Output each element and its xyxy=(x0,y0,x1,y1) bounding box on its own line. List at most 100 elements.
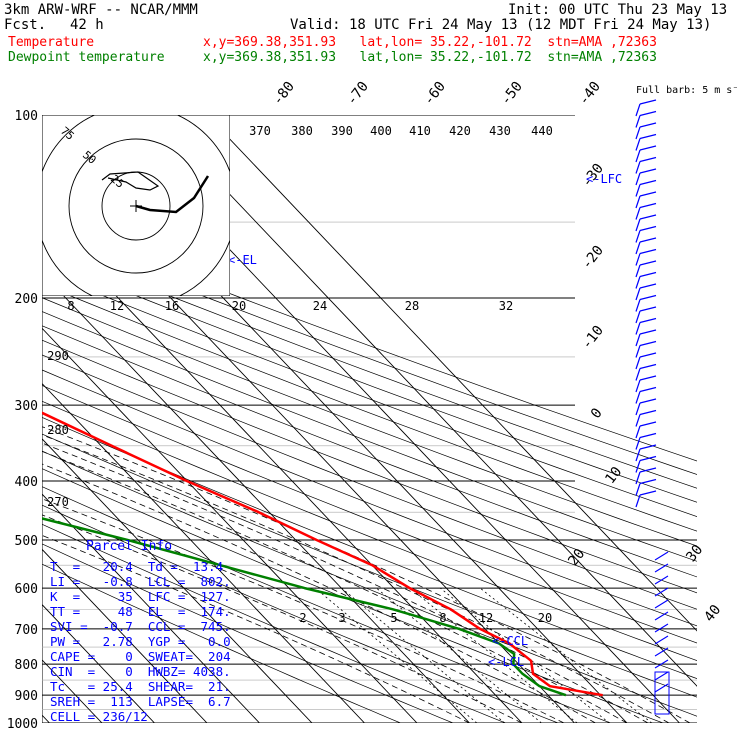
pressure-tick-label: 1000 xyxy=(7,717,38,732)
dry-adiabat xyxy=(42,563,402,723)
dry-adiabat xyxy=(42,244,697,489)
wind-barb xyxy=(639,122,657,128)
wind-barb xyxy=(639,444,657,450)
wind-barb xyxy=(635,276,641,289)
mixing-ratio-label: 5 xyxy=(390,611,397,625)
wind-barb xyxy=(639,156,657,163)
mixing-ratio-label: 12 xyxy=(479,611,493,625)
wind-barb xyxy=(639,202,657,209)
level-marker: <-LCL xyxy=(488,655,524,669)
temperature-legend-label: Temperature xyxy=(8,35,95,50)
wind-barb-cluster xyxy=(654,671,670,715)
wind-barb xyxy=(639,329,657,335)
wind-barb xyxy=(635,195,641,209)
dry-adiabat xyxy=(42,433,697,698)
wind-barb xyxy=(635,138,641,151)
hodograph-speed-label: 12 xyxy=(110,299,124,313)
hodograph-speed-label: 16 xyxy=(165,299,179,313)
wind-barb xyxy=(635,425,641,439)
wind-barb xyxy=(654,647,669,657)
temperature-tick-label: -80 xyxy=(270,79,298,109)
wind-barb xyxy=(635,345,641,358)
wind-barb xyxy=(654,611,669,621)
hodograph-speed-label: 20 xyxy=(232,299,246,313)
wind-barb xyxy=(639,225,657,232)
parcel-info-row: LI = -0.8 LCL = 802. xyxy=(50,574,231,589)
theta-label: 410 xyxy=(409,124,431,138)
wind-barb xyxy=(635,414,641,427)
theta-label: 430 xyxy=(489,124,511,138)
hodograph-trace-upper xyxy=(101,171,160,191)
wind-barb xyxy=(635,299,641,312)
wind-barb xyxy=(639,271,657,278)
wind-barb xyxy=(654,635,669,645)
mixing-ratio-label: 8 xyxy=(439,611,446,625)
isotherm xyxy=(42,382,365,723)
mixing-ratio-line xyxy=(409,587,578,723)
wind-barb xyxy=(639,409,657,416)
wind-barb xyxy=(635,161,641,174)
wind-barb xyxy=(635,391,641,404)
wind-barb xyxy=(635,230,641,243)
dry-adiabat xyxy=(42,257,697,503)
wind-barb xyxy=(639,260,657,266)
isotherm xyxy=(154,115,697,687)
pressure-tick-label: 400 xyxy=(15,475,38,490)
level-marker: <-CCL xyxy=(492,634,528,648)
wind-barb xyxy=(635,322,641,335)
parcel-info-row: CELL = 236/12 xyxy=(50,709,148,724)
temperature-tick-label: -60 xyxy=(421,79,449,109)
wind-barb xyxy=(639,432,657,439)
wind-barb-legend: Full barb: 5 m s⁻¹ xyxy=(636,85,740,96)
wind-barb xyxy=(635,471,641,485)
wind-barb xyxy=(654,551,669,561)
temperature-tick-label: -40 xyxy=(576,79,604,109)
wind-barb xyxy=(635,115,641,128)
wind-barb xyxy=(635,218,641,232)
hodograph-trace xyxy=(135,175,210,214)
pressure-tick-label: 500 xyxy=(15,534,38,549)
temperature-tick-label: -50 xyxy=(498,79,526,109)
temperature-tick-label: 20 xyxy=(565,546,588,569)
dry-adiabat xyxy=(42,486,612,723)
dry-adiabat xyxy=(42,543,454,723)
dry-adiabat xyxy=(42,354,697,610)
pressure-tick-label: 800 xyxy=(15,658,38,673)
isotherm xyxy=(206,115,697,632)
wind-barb xyxy=(639,110,657,117)
wind-barb xyxy=(639,467,657,473)
isotherm xyxy=(42,272,470,723)
wind-barb xyxy=(654,683,669,693)
wind-barb xyxy=(639,455,657,462)
wind-barb xyxy=(654,671,669,681)
mixing-ratio-line xyxy=(440,587,610,723)
wind-barb xyxy=(639,478,657,485)
dry-adiabat xyxy=(42,400,697,661)
wind-barb xyxy=(635,460,641,473)
temperature-tick-label: 10 xyxy=(602,464,625,487)
dry-adiabat xyxy=(42,297,697,547)
wind-barb xyxy=(639,214,657,220)
init-time: Init: 00 UTC Thu 23 May 13 xyxy=(508,2,728,18)
parcel-info-row: T = 20.4 Td = 13.4 xyxy=(50,559,224,574)
dry-adiabat xyxy=(42,283,697,532)
wind-barb xyxy=(635,379,641,393)
hodograph-speed-label: 32 xyxy=(499,299,513,313)
mixing-ratio-line xyxy=(341,587,506,723)
wind-barb xyxy=(639,294,657,301)
dry-adiabat xyxy=(42,339,697,594)
wind-barb xyxy=(654,575,669,585)
parcel-info-row: PW = 2.78 YGP = 0.0 xyxy=(50,634,231,649)
theta-label: 270 xyxy=(47,495,69,509)
wind-barb xyxy=(635,402,641,416)
dry-adiabat xyxy=(42,504,559,723)
pressure-tick-label: 700 xyxy=(15,623,38,638)
wind-barb xyxy=(635,184,641,197)
dry-adiabat xyxy=(42,369,697,627)
wind-barb xyxy=(635,149,641,163)
theta-label: 390 xyxy=(331,124,353,138)
wind-barb xyxy=(654,659,669,669)
pressure-tick-label: 900 xyxy=(15,689,38,704)
